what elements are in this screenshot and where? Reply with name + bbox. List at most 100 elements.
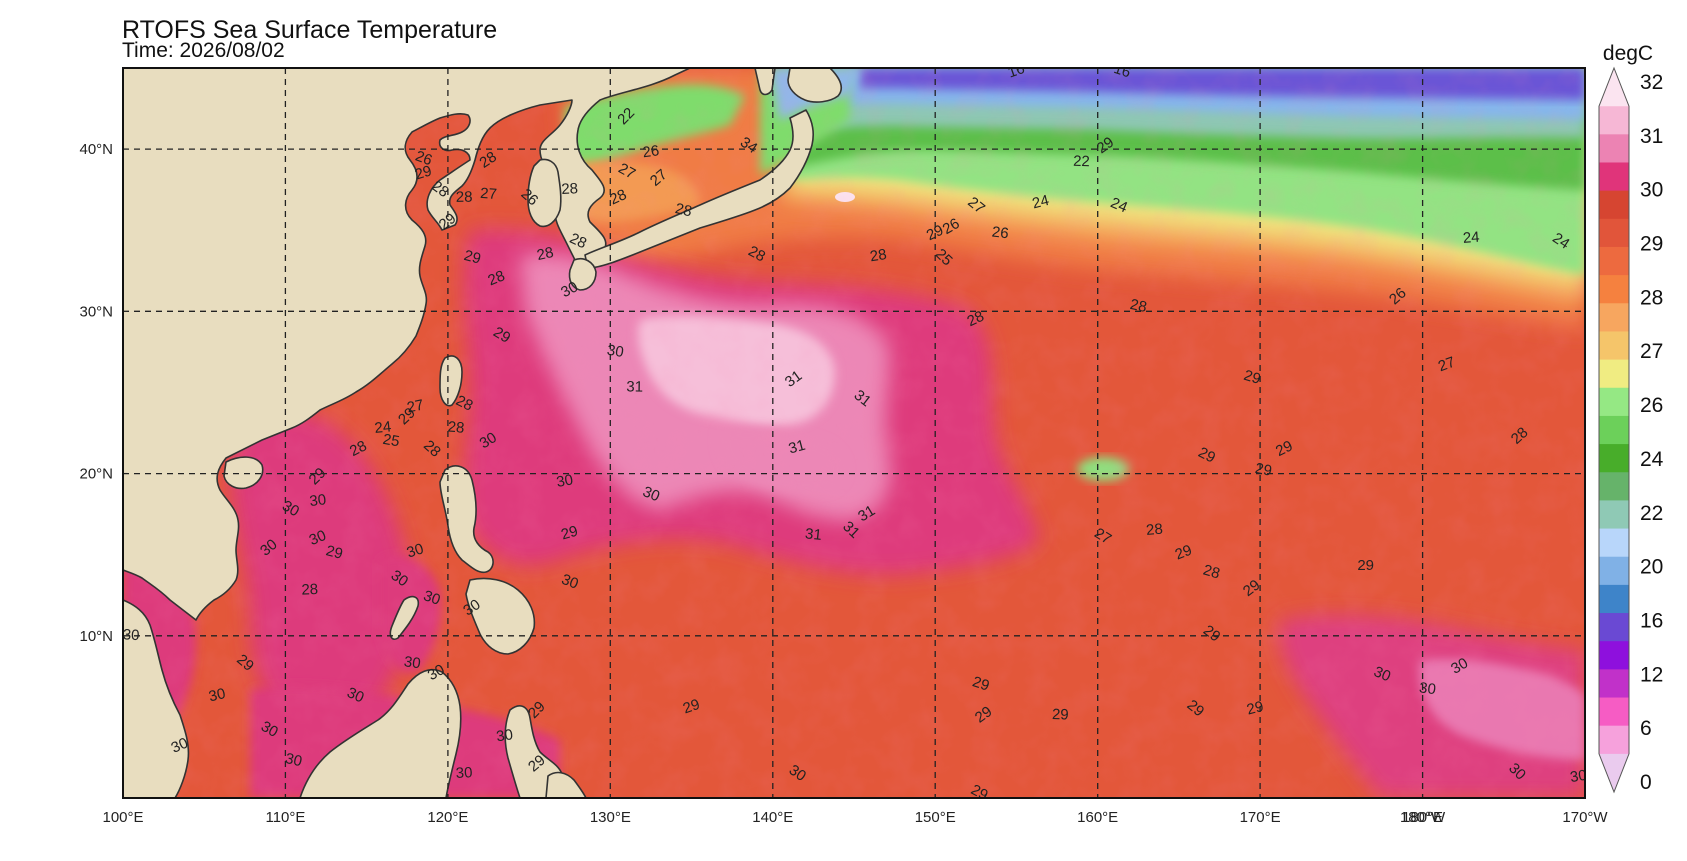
contour-label: 28	[535, 244, 555, 264]
colorbar-swatch	[1599, 613, 1629, 642]
contour-label: 30	[207, 685, 227, 705]
contour-label: 24	[1031, 192, 1051, 213]
contour-label: 28	[561, 180, 579, 198]
colorbar-tick-label: 32	[1640, 71, 1663, 94]
contour-label: 27	[480, 185, 498, 203]
contour-label: 28	[347, 437, 370, 460]
land-malay-peninsula	[123, 599, 190, 798]
colorbar-swatch	[1599, 528, 1629, 558]
contour-label: 30	[1371, 663, 1393, 685]
contour-label: 29	[1273, 437, 1295, 460]
lon-tick-label: 130°E	[590, 809, 631, 826]
land-korea	[527, 158, 562, 228]
colorbar-swatch	[1599, 725, 1629, 755]
contour-label: 25	[381, 431, 400, 451]
contour-label: 29	[436, 210, 460, 234]
lon-tick-label: 170°E	[1240, 809, 1281, 826]
contour-label: 30	[1448, 655, 1471, 678]
contour-label: 26	[413, 148, 434, 170]
contour-label: 30	[279, 497, 302, 520]
contour-label: 22	[1073, 153, 1090, 171]
contour-label: 29	[1173, 542, 1195, 564]
contour-label: 28	[567, 230, 589, 252]
colorbar-swatch	[1599, 246, 1629, 276]
colorbar-swatch	[1599, 584, 1629, 614]
contour-label: 28	[447, 418, 465, 436]
colorbar-tick-label: 12	[1640, 663, 1663, 686]
contour-label: 29	[972, 703, 995, 726]
colorbar-swatch	[1599, 387, 1629, 417]
contour-label: 28	[456, 189, 473, 206]
contour-label: 29	[490, 324, 513, 347]
contour-label: 29	[1184, 697, 1208, 721]
contour-label: 28	[428, 177, 451, 201]
colorbar-swatch	[1599, 415, 1629, 445]
lon-tick-label: 150°E	[915, 809, 956, 826]
land-palawan	[389, 595, 420, 641]
lon-tick-label: 180°W	[1400, 809, 1446, 826]
lon-tick-label: 170°W	[1562, 809, 1608, 826]
contour-label: 29	[462, 247, 483, 268]
contour-label: 29	[1240, 576, 1264, 600]
land-hainan	[223, 456, 264, 490]
lon-tick-label: 110°E	[265, 809, 305, 826]
contour-label: 28	[1145, 521, 1163, 539]
colorbar-tick-label: 0	[1640, 771, 1652, 794]
contour-label: 30	[477, 429, 500, 452]
contour-label: 29	[1094, 134, 1117, 157]
contour-label: 24	[1108, 194, 1130, 216]
contour-label: 29	[681, 696, 702, 718]
contour-label: 30	[258, 718, 281, 741]
contour-label: 24	[1462, 229, 1480, 247]
contour-label: 30	[403, 653, 422, 672]
colorbar-tick-label: 22	[1640, 502, 1663, 525]
contour-label: 29	[413, 162, 434, 183]
contour-label: 29	[1245, 698, 1265, 719]
colorbar-swatch	[1599, 275, 1629, 304]
land-borneo	[299, 668, 462, 798]
contour-label: 30	[307, 527, 329, 549]
colorbar-swatch	[1599, 556, 1629, 586]
contour-label: 28	[745, 243, 768, 266]
land-visayas-mindanao	[465, 577, 536, 655]
contour-label: 27	[405, 397, 425, 417]
contour-label: 31	[855, 502, 878, 525]
colorbar-tick-label: 27	[1640, 340, 1663, 363]
contour-label: 29	[1052, 706, 1069, 724]
colorbar-swatch	[1599, 218, 1629, 248]
contour-label: 29	[1254, 460, 1274, 480]
contour-label: 30	[169, 734, 191, 756]
colorbar-outline	[1598, 66, 1630, 794]
contour-label: 28	[477, 148, 500, 171]
lon-tick-label: 100°E	[102, 809, 143, 826]
colorbar-tick-label: 26	[1640, 394, 1663, 417]
contour-label: 30	[555, 471, 574, 491]
lon-tick-label: 120°E	[427, 809, 468, 826]
contour-label: 30	[786, 762, 809, 785]
contour-label: 28	[869, 246, 888, 265]
contour-label: 29	[924, 222, 946, 244]
map-subtitle: Time: 2026/08/02	[122, 39, 285, 62]
colorbar-tick-label: 29	[1640, 233, 1663, 256]
land-areas	[123, 68, 842, 798]
longitude-tick-labels: 100°E 110°E 120°E 130°E 140°E 150°E 160°E 170°E…	[102, 809, 1608, 826]
contour-label: 30	[405, 540, 426, 561]
contour-label: 27	[964, 194, 988, 218]
contour-label: 28	[301, 581, 318, 599]
contour-label: 24	[374, 418, 392, 437]
colorbar-swatches	[1598, 66, 1630, 794]
land-sakhalin	[754, 68, 776, 96]
colorbar-swatch	[1599, 134, 1629, 163]
colorbar-swatch	[1599, 641, 1629, 670]
contour-label: 30	[495, 726, 514, 745]
colorbar-swatch	[1599, 444, 1629, 473]
colorbar-swatch	[1599, 331, 1629, 361]
colorbar-swatch	[1599, 669, 1629, 699]
contour-label: 34	[737, 134, 760, 157]
colorbar-tick-label: 30	[1640, 179, 1663, 202]
map-title: RTOFS Sea Surface Temperature	[122, 16, 498, 44]
land-japan-hokkaido	[787, 68, 842, 103]
colorbar-tick-label: 16	[1640, 609, 1663, 632]
contour-label: 28	[607, 186, 629, 208]
